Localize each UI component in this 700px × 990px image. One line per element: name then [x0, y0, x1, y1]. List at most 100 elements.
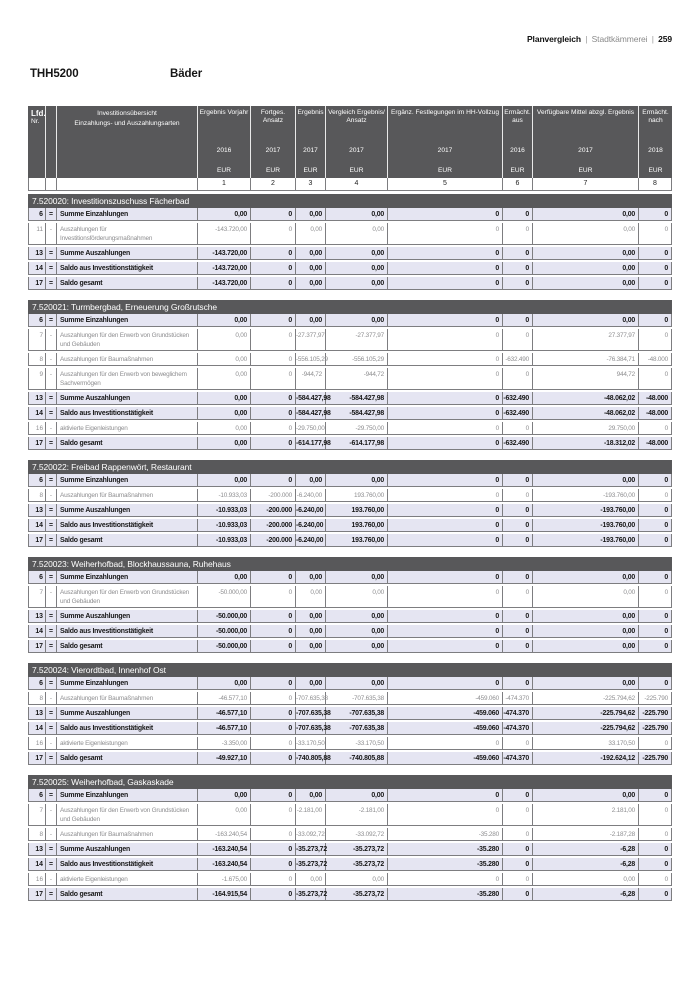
section-6: 7.520025: Weiherhofbad, Gaskaskade 6 = Summ…: [28, 775, 672, 901]
column-header-7: Verfügbare Mittel abzgl. Ergebnis 2017 EUR: [533, 106, 639, 178]
cell-value-col8: 0: [639, 223, 672, 244]
cell-value-col8: 0: [639, 586, 672, 607]
cell-value-col3: -740.805,88: [296, 752, 331, 764]
cell-value-col5: 0: [388, 314, 503, 326]
cell-value-col3: 0,00: [296, 789, 326, 801]
cell-value-col8: 0: [639, 843, 672, 855]
cell-value-col4: 0,00: [326, 625, 388, 637]
cell-value-col6: -632.490: [503, 407, 533, 419]
cell-value-col8: 0: [639, 519, 672, 531]
cell-value-col5: 0: [388, 873, 503, 885]
row-number: 9: [28, 368, 46, 389]
row-label: Saldo gesamt: [57, 534, 198, 546]
cell-value-col2: 0: [251, 586, 296, 607]
row-operator: -: [46, 489, 57, 501]
cell-value-col4: -740.805,88: [326, 752, 388, 764]
cell-value-col1: 0,00: [198, 329, 251, 350]
table-row: 13 = Summe Auszahlungen 0,00 0 -584.427,98 -58…: [28, 392, 672, 405]
row-operator: -: [46, 692, 57, 704]
column-header-year: 2017: [303, 147, 318, 154]
document-title: THH5200 Bäder: [30, 68, 670, 80]
cell-value-col5: 0: [388, 519, 503, 531]
cell-value-col7: 0,00: [533, 314, 639, 326]
row-operator: =: [46, 571, 57, 583]
cell-value-col2: 0: [251, 858, 296, 870]
cell-value-col3: -6.240,00: [296, 534, 326, 546]
cell-value-col4: -707.635,38: [326, 722, 388, 734]
cell-value-col5: 0: [388, 437, 503, 449]
cell-value-col1: -143.720,00: [198, 277, 251, 289]
cell-value-col6: 0: [503, 843, 533, 855]
cell-value-col5: 0: [388, 368, 503, 389]
number-cell-empty: [46, 178, 57, 190]
cell-value-col6: 0: [503, 489, 533, 501]
column-header-5: Ergänz. Festlegungen im HH-Vollzug 2017 EU…: [388, 106, 503, 178]
number-cell-empty: [57, 178, 198, 190]
table-row: 14 = Saldo aus Investitionstätigkeit -163.2…: [28, 858, 672, 871]
cell-value-col5: 0: [388, 223, 503, 244]
cell-value-col2: -200.000: [251, 489, 296, 501]
row-label: aktivierte Eigenleistungen: [57, 737, 198, 749]
cell-value-col7: 0,00: [533, 208, 639, 220]
cell-value-col6: -474.370: [503, 692, 533, 704]
column-header-unit: EUR: [438, 167, 452, 174]
table-row: 17 = Saldo gesamt -49.927,10 0 -740.805,88 -74…: [28, 752, 672, 765]
section-4: 7.520023: Weiherhofbad, Blockhaussauna, …: [28, 557, 672, 653]
cell-value-col7: -225.794,62: [533, 692, 639, 704]
cell-value-col5: 0: [388, 407, 503, 419]
cell-value-col3: 0,00: [296, 625, 326, 637]
cell-value-col5: 0: [388, 262, 503, 274]
row-operator: =: [46, 277, 57, 289]
row-number: 17: [28, 534, 46, 546]
row-number: 7: [28, 329, 46, 350]
cell-value-col4: 0,00: [326, 610, 388, 622]
cell-value-col8: 0: [639, 571, 672, 583]
cell-value-col8: -225.790: [639, 722, 672, 734]
cell-value-col6: 0: [503, 737, 533, 749]
cell-value-col8: 0: [639, 247, 672, 259]
row-operator: =: [46, 474, 57, 486]
number-cell-empty: [28, 178, 46, 190]
sections-container: 7.520020: Investitionszuschuss Fächerbad…: [28, 194, 672, 901]
cell-value-col8: 0: [639, 368, 672, 389]
cell-value-col3: 0,00: [296, 610, 326, 622]
cell-value-col4: -614.177,98: [326, 437, 388, 449]
cell-value-col4: -33.170,50: [326, 737, 388, 749]
cell-value-col6: 0: [503, 828, 533, 840]
row-label: Auszahlungen für den Erwerb von Grundstü…: [57, 329, 198, 350]
row-label: Summe Auszahlungen: [57, 843, 198, 855]
cell-value-col5: 0: [388, 571, 503, 583]
cell-value-col6: 0: [503, 888, 533, 900]
cell-value-col5: 0: [388, 640, 503, 652]
cell-value-col4: -556.105,29: [326, 353, 388, 365]
header-department: Stadtkämmerei: [591, 34, 648, 44]
cell-value-col5: 0: [388, 504, 503, 516]
row-label: Summe Einzahlungen: [57, 789, 198, 801]
cell-value-col7: -48.062,02: [533, 392, 639, 404]
section-title: 7.520024: Vierordtbad, Innenhof Ost: [28, 663, 672, 677]
row-operator: =: [46, 504, 57, 516]
cell-value-col5: 0: [388, 277, 503, 289]
operator-header-spacer: [46, 106, 57, 178]
row-operator: -: [46, 586, 57, 607]
cell-value-col6: 0: [503, 504, 533, 516]
table-row: 14 = Saldo aus Investitionstätigkeit -143.7…: [28, 262, 672, 275]
cell-value-col2: 0: [251, 789, 296, 801]
row-label: Summe Auszahlungen: [57, 610, 198, 622]
cell-value-col2: 0: [251, 640, 296, 652]
row-operator: -: [46, 223, 57, 244]
row-label: Auszahlungen für den Erwerb von Grundstü…: [57, 804, 198, 825]
cell-value-col6: 0: [503, 519, 533, 531]
table-row: 13 = Summe Auszahlungen -46.577,10 0 -707.635…: [28, 707, 672, 720]
cell-value-col7: 0,00: [533, 474, 639, 486]
cell-value-col1: -143.720,00: [198, 262, 251, 274]
cell-value-col1: -3.350,00: [198, 737, 251, 749]
cell-value-col5: 0: [388, 392, 503, 404]
cell-value-col7: -76.384,71: [533, 353, 639, 365]
cell-value-col2: 0: [251, 752, 296, 764]
cell-value-col2: 0: [251, 804, 296, 825]
cell-value-col8: 0: [639, 534, 672, 546]
row-operator: =: [46, 722, 57, 734]
page-header: Planvergleich | Stadtkämmerei | 259: [28, 34, 672, 44]
row-operator: =: [46, 407, 57, 419]
